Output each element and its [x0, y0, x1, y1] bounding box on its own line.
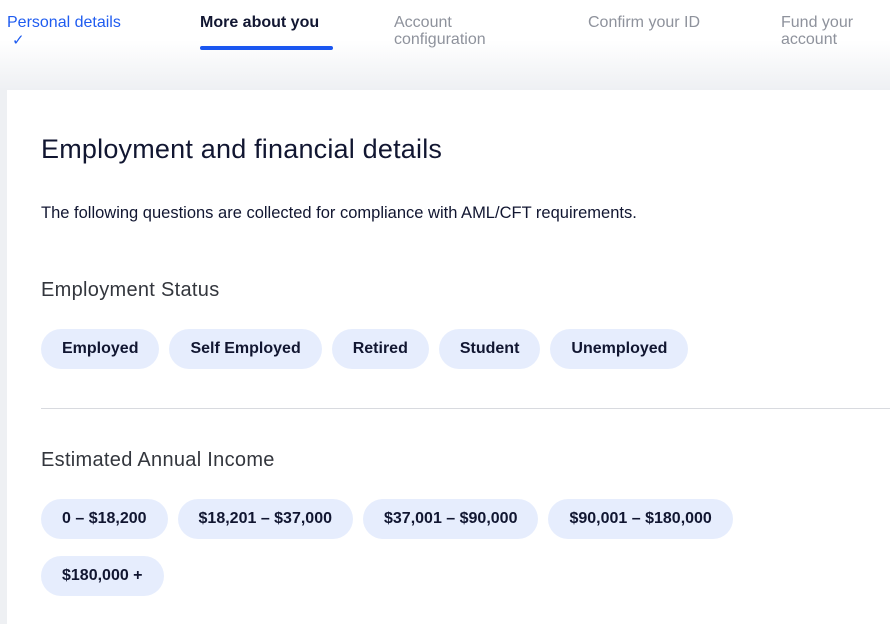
option-self-employed[interactable]: Self Employed	[169, 329, 322, 369]
option-income-37001-90000[interactable]: $37,001 – $90,000	[363, 499, 539, 539]
step-label-line: Account	[394, 14, 452, 31]
step-fund-account: Fund your account	[781, 14, 853, 48]
option-student[interactable]: Student	[438, 329, 541, 369]
page-title: Employment and financial details	[41, 134, 443, 164]
option-income-0-18200[interactable]: 0 – $18,200	[41, 499, 168, 539]
option-income-90001-180000[interactable]: $90,001 – $180,000	[548, 499, 733, 539]
step-label-line: configuration	[394, 31, 486, 48]
check-icon: ✓	[12, 32, 25, 49]
step-more-about-you[interactable]: More about you	[200, 14, 320, 31]
page-subtitle: The following questions are collected fo…	[41, 204, 637, 222]
section-divider	[41, 408, 890, 409]
annual-income-options: 0 – $18,200 $18,201 – $37,000 $37,001 – …	[41, 499, 841, 596]
annual-income-heading: Estimated Annual Income	[41, 449, 275, 471]
option-retired[interactable]: Retired	[331, 329, 429, 369]
active-step-underline	[200, 46, 333, 50]
employment-status-options: Employed Self Employed Retired Student U…	[41, 329, 841, 369]
option-unemployed[interactable]: Unemployed	[550, 329, 689, 369]
step-personal-details[interactable]: Personal details	[7, 14, 121, 31]
step-account-configuration: Account configuration	[394, 14, 486, 48]
step-label-line: account	[781, 31, 838, 48]
step-confirm-id: Confirm your ID	[588, 14, 701, 31]
option-employed[interactable]: Employed	[41, 329, 160, 369]
progress-stepper: Personal details ✓ More about you Accoun…	[0, 0, 890, 90]
option-income-18201-37000[interactable]: $18,201 – $37,000	[177, 499, 353, 539]
form-card: Employment and financial details The fol…	[7, 90, 890, 624]
employment-status-heading: Employment Status	[41, 279, 220, 301]
step-label-line: Fund your	[781, 14, 854, 31]
option-income-180000-plus[interactable]: $180,000 +	[41, 556, 164, 596]
